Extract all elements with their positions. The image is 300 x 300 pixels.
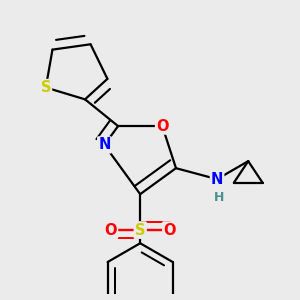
Text: O: O [164, 223, 176, 238]
Text: S: S [135, 223, 146, 238]
Text: S: S [40, 80, 51, 95]
Text: O: O [104, 223, 117, 238]
Text: N: N [211, 172, 223, 187]
Text: N: N [98, 137, 111, 152]
Text: O: O [104, 223, 117, 238]
Text: H: H [214, 191, 224, 204]
Text: O: O [156, 118, 169, 134]
Text: O: O [164, 223, 176, 238]
Text: S: S [135, 223, 146, 238]
